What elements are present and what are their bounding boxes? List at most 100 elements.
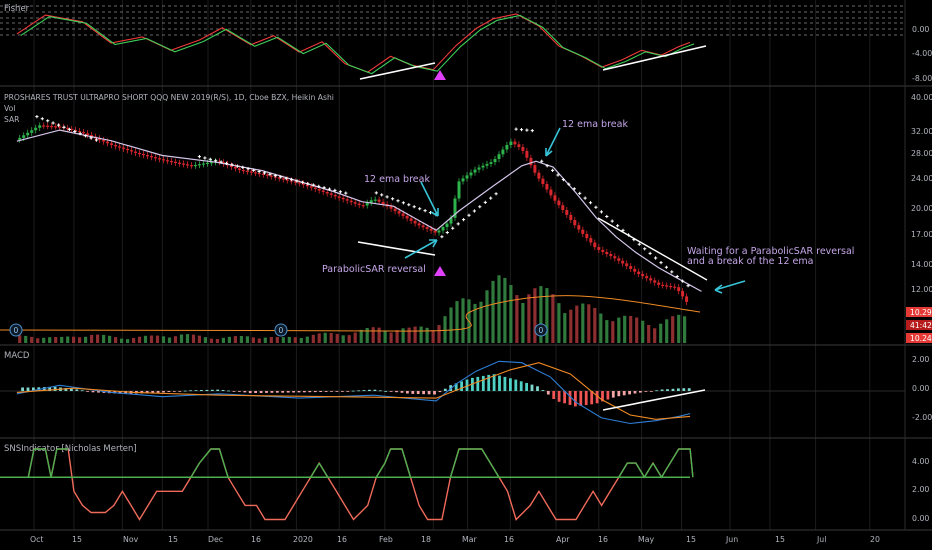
volume-bar — [72, 336, 76, 343]
candle-body — [465, 175, 469, 179]
macd-histogram-bar — [178, 391, 182, 392]
macd-histogram-bar — [248, 391, 252, 394]
macd-histogram-bar — [411, 391, 415, 394]
candle-body — [405, 215, 409, 219]
annotation-arrows — [404, 127, 746, 294]
dividend-marker[interactable]: 0 — [534, 323, 548, 337]
sns-tick-label: 4.00 — [912, 457, 929, 466]
macd-histogram-bar — [416, 391, 420, 394]
candle-body — [477, 167, 481, 170]
heikin-ashi-candles — [18, 122, 689, 306]
fisher-tick-label: -4.00 — [912, 49, 932, 58]
macd-histogram-bar — [655, 390, 659, 392]
annotation-ema-break-mar: 12 ema break — [562, 119, 628, 130]
macd-histogram-bar — [660, 389, 664, 391]
candle-body — [449, 217, 453, 224]
macd-histogram-bar — [503, 376, 507, 391]
dividend-marker[interactable]: 0 — [274, 323, 288, 337]
sar-dot — [322, 186, 326, 190]
sns-tick-label: 0.00 — [912, 514, 929, 523]
macd-pane: MACD 2.00 0.00 -2.00 — [0, 351, 932, 425]
candle-body — [190, 165, 193, 167]
macd-title: MACD — [4, 351, 30, 361]
macd-histogram-bar — [682, 388, 686, 391]
candle-body — [329, 193, 333, 195]
volume-bar — [407, 327, 411, 343]
macd-histogram-bar — [368, 389, 371, 391]
candle-body — [441, 227, 445, 231]
volume-bar — [437, 325, 441, 343]
macd-histogram-bar — [313, 391, 317, 393]
candle-body — [253, 172, 257, 174]
candle-body — [146, 155, 149, 157]
candle-body — [118, 146, 122, 148]
volume-bar — [617, 317, 621, 343]
macd-histogram-bar — [546, 391, 550, 395]
candle-body — [641, 274, 645, 277]
sar-dot — [637, 242, 641, 246]
macd-histogram-bar — [151, 391, 155, 394]
candle-body — [517, 144, 521, 147]
volume-bar — [299, 338, 303, 343]
volume-bar — [629, 316, 633, 343]
macd-histogram-bar — [563, 391, 566, 404]
volume-bar — [641, 320, 645, 343]
sar-dot — [494, 192, 498, 196]
candle-body — [601, 249, 605, 252]
time-axis-label: Jul — [816, 535, 826, 544]
macd-histogram-bar — [330, 391, 333, 392]
volume-bar — [551, 294, 555, 343]
volume-bar — [545, 288, 549, 343]
price-title: PROSHARES TRUST ULTRAPRO SHORT QQQ NEW 2… — [4, 93, 334, 102]
sar-dot — [545, 164, 549, 168]
macd-histogram-bar — [243, 391, 247, 393]
candle-body — [401, 213, 405, 216]
volume-bar — [114, 337, 118, 343]
macd-histogram-bar — [639, 391, 642, 393]
candle-body — [621, 260, 625, 264]
volume-bar — [581, 303, 585, 343]
candle-body — [389, 206, 393, 209]
volume-moving-average — [0, 295, 701, 332]
volume-bar — [659, 323, 663, 343]
macd-tick-label: -2.00 — [912, 413, 932, 422]
volume-bar — [575, 305, 579, 343]
sar-dot — [599, 210, 603, 214]
macd-histogram-bar — [454, 383, 458, 391]
time-axis[interactable]: Oct 15 Nov 15 Dec 16 2020 16 Feb 18 Mar … — [30, 535, 880, 544]
price-trendline-feb — [357, 241, 436, 256]
candle-body — [509, 141, 513, 145]
macd-histogram-bar — [265, 391, 268, 393]
macd-histogram-bar — [649, 391, 653, 392]
dividend-marker[interactable]: 0 — [9, 323, 23, 337]
macd-histogram-bar — [617, 391, 621, 397]
macd-histogram-bar — [205, 389, 209, 391]
macd-histogram-bar — [628, 391, 631, 395]
candle-body — [309, 186, 313, 188]
sar-dot — [567, 182, 571, 186]
volume-bar — [563, 313, 567, 343]
sar-dot — [583, 196, 587, 200]
macd-histogram-bar — [26, 387, 30, 391]
volume-bar — [359, 329, 363, 343]
macd-histogram-bar — [303, 391, 306, 393]
parabolic-sar-dots — [35, 115, 690, 288]
volume-bar — [539, 286, 543, 343]
volume-bar — [126, 339, 130, 343]
candle-body — [186, 164, 189, 166]
candle-body — [569, 214, 573, 220]
volume-bar — [671, 316, 675, 343]
svg-text:0: 0 — [539, 326, 544, 335]
macd-histogram-bar — [183, 390, 187, 392]
candle-body — [197, 164, 201, 166]
volume-bar — [647, 325, 651, 343]
macd-histogram-bar — [124, 391, 127, 394]
candle-body — [301, 183, 305, 185]
candle-body — [74, 130, 78, 132]
macd-histogram-bar — [584, 391, 588, 406]
candle-body — [501, 149, 505, 155]
arrow-icon — [714, 280, 746, 294]
candle-body — [681, 291, 685, 297]
arrow-icon — [404, 239, 438, 259]
